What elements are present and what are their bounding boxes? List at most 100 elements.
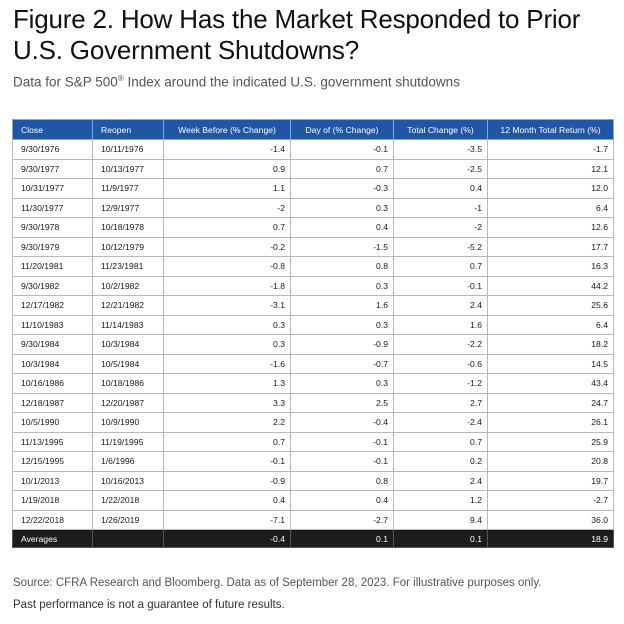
- total-change-cell: 2.4: [393, 470, 488, 491]
- twelve-month-return-cell: 43.4: [487, 373, 614, 394]
- table-row: 12/17/1982 12/21/1982 -3.1 1.6 2.4 25.6: [12, 295, 614, 316]
- week-before-cell: -0.2: [163, 236, 291, 257]
- week-before-cell: -1.8: [163, 275, 291, 296]
- day-of-cell: -0.7: [290, 353, 394, 374]
- reopen-date-cell: 1/22/2018: [92, 490, 164, 511]
- total-change-cell: 0.4: [393, 178, 488, 199]
- reopen-date-cell: 10/9/1990: [92, 412, 164, 433]
- total-change-cell: 0.7: [393, 431, 488, 452]
- close-date-cell: 11/13/1995: [12, 431, 93, 452]
- total-change-cell: 2.4: [393, 295, 488, 316]
- column-header-close: Close: [12, 119, 93, 140]
- close-date-cell: 12/17/1982: [12, 295, 93, 316]
- table-row: 11/20/1981 11/23/1981 -0.8 0.8 0.7 16.3: [12, 256, 614, 277]
- close-date-cell: 9/30/1979: [12, 236, 93, 257]
- total-change-cell: 2.7: [393, 392, 488, 413]
- averages-total-change: 0.1: [393, 529, 488, 548]
- day-of-cell: 0.8: [290, 256, 394, 277]
- week-before-cell: 2.2: [163, 412, 291, 433]
- column-header-day-of: Day of (% Change): [290, 119, 394, 140]
- day-of-cell: 1.6: [290, 295, 394, 316]
- twelve-month-return-cell: 12.0: [487, 178, 614, 199]
- table-row: 12/22/2018 1/26/2019 -7.1 -2.7 9.4 36.0: [12, 509, 614, 530]
- twelve-month-return-cell: 26.1: [487, 412, 614, 433]
- shutdown-table-container: Close Reopen Week Before (% Change) Day …: [12, 119, 614, 548]
- table-row: 11/10/1983 11/14/1983 0.3 0.3 1.6 6.4: [12, 314, 614, 335]
- total-change-cell: -1: [393, 197, 488, 218]
- day-of-cell: 0.4: [290, 217, 394, 238]
- table-row: 11/13/1995 11/19/1995 0.7 -0.1 0.7 25.9: [12, 431, 614, 452]
- week-before-cell: -2: [163, 197, 291, 218]
- table-row: 9/30/1977 10/13/1977 0.9 0.7 -2.5 12.1: [12, 158, 614, 179]
- close-date-cell: 11/10/1983: [12, 314, 93, 335]
- week-before-cell: 0.4: [163, 490, 291, 511]
- twelve-month-return-cell: 6.4: [487, 314, 614, 335]
- averages-row: Averages -0.4 0.1 0.1 18.9: [12, 529, 614, 548]
- week-before-cell: -0.9: [163, 470, 291, 491]
- shutdown-table: Close Reopen Week Before (% Change) Day …: [12, 119, 614, 548]
- total-change-cell: -2.2: [393, 334, 488, 355]
- reopen-date-cell: 12/21/1982: [92, 295, 164, 316]
- day-of-cell: -0.3: [290, 178, 394, 199]
- week-before-cell: 1.3: [163, 373, 291, 394]
- twelve-month-return-cell: 18.2: [487, 334, 614, 355]
- day-of-cell: 0.3: [290, 275, 394, 296]
- averages-week-before: -0.4: [163, 529, 291, 548]
- twelve-month-return-cell: -1.7: [487, 139, 614, 160]
- reopen-date-cell: 1/26/2019: [92, 509, 164, 530]
- total-change-cell: -2.5: [393, 158, 488, 179]
- day-of-cell: -1.5: [290, 236, 394, 257]
- twelve-month-return-cell: 12.1: [487, 158, 614, 179]
- close-date-cell: 10/16/1986: [12, 373, 93, 394]
- reopen-date-cell: 10/5/1984: [92, 353, 164, 374]
- day-of-cell: -0.4: [290, 412, 394, 433]
- reopen-date-cell: 10/18/1986: [92, 373, 164, 394]
- reopen-date-cell: 10/12/1979: [92, 236, 164, 257]
- day-of-cell: -0.1: [290, 139, 394, 160]
- total-change-cell: -3.5: [393, 139, 488, 160]
- subtitle-prefix: Data for S&P 500: [13, 74, 118, 90]
- twelve-month-return-cell: 25.6: [487, 295, 614, 316]
- day-of-cell: 0.3: [290, 314, 394, 335]
- reopen-date-cell: 10/3/1984: [92, 334, 164, 355]
- total-change-cell: 1.6: [393, 314, 488, 335]
- table-body: 9/30/1976 10/11/1976 -1.4 -0.1 -3.5 -1.7 9/30/…: [12, 139, 614, 530]
- twelve-month-return-cell: -2.7: [487, 490, 614, 511]
- day-of-cell: 0.3: [290, 197, 394, 218]
- close-date-cell: 11/20/1981: [12, 256, 93, 277]
- twelve-month-return-cell: 44.2: [487, 275, 614, 296]
- week-before-cell: -1.6: [163, 353, 291, 374]
- twelve-month-return-cell: 36.0: [487, 509, 614, 530]
- reopen-date-cell: 11/9/1977: [92, 178, 164, 199]
- table-row: 9/30/1984 10/3/1984 0.3 -0.9 -2.2 18.2: [12, 334, 614, 355]
- table-row: 10/1/2013 10/16/2013 -0.9 0.8 2.4 19.7: [12, 470, 614, 491]
- day-of-cell: -0.1: [290, 451, 394, 472]
- table-header-row: Close Reopen Week Before (% Change) Day …: [12, 119, 614, 140]
- week-before-cell: -0.1: [163, 451, 291, 472]
- reopen-date-cell: 10/13/1977: [92, 158, 164, 179]
- table-row: 11/30/1977 12/9/1977 -2 0.3 -1 6.4: [12, 197, 614, 218]
- total-change-cell: -2.4: [393, 412, 488, 433]
- twelve-month-return-cell: 25.9: [487, 431, 614, 452]
- day-of-cell: -2.7: [290, 509, 394, 530]
- total-change-cell: -0.6: [393, 353, 488, 374]
- close-date-cell: 10/3/1984: [12, 353, 93, 374]
- close-date-cell: 9/30/1982: [12, 275, 93, 296]
- week-before-cell: 1.1: [163, 178, 291, 199]
- close-date-cell: 10/1/2013: [12, 470, 93, 491]
- total-change-cell: 1.2: [393, 490, 488, 511]
- figure-title: Figure 2. How Has the Market Responded t…: [13, 4, 581, 65]
- close-date-cell: 12/18/1987: [12, 392, 93, 413]
- table-row: 9/30/1982 10/2/1982 -1.8 0.3 -0.1 44.2: [12, 275, 614, 296]
- close-date-cell: 9/30/1978: [12, 217, 93, 238]
- total-change-cell: 0.2: [393, 451, 488, 472]
- source-note: Source: CFRA Research and Bloomberg. Dat…: [13, 577, 542, 589]
- subtitle-suffix: Index around the indicated U.S. governme…: [123, 74, 460, 90]
- reopen-date-cell: 11/23/1981: [92, 256, 164, 277]
- twelve-month-return-cell: 19.7: [487, 470, 614, 491]
- table-row: 10/3/1984 10/5/1984 -1.6 -0.7 -0.6 14.5: [12, 353, 614, 374]
- reopen-date-cell: 1/6/1996: [92, 451, 164, 472]
- day-of-cell: -0.1: [290, 431, 394, 452]
- twelve-month-return-cell: 6.4: [487, 197, 614, 218]
- averages-reopen-cell: [92, 529, 164, 548]
